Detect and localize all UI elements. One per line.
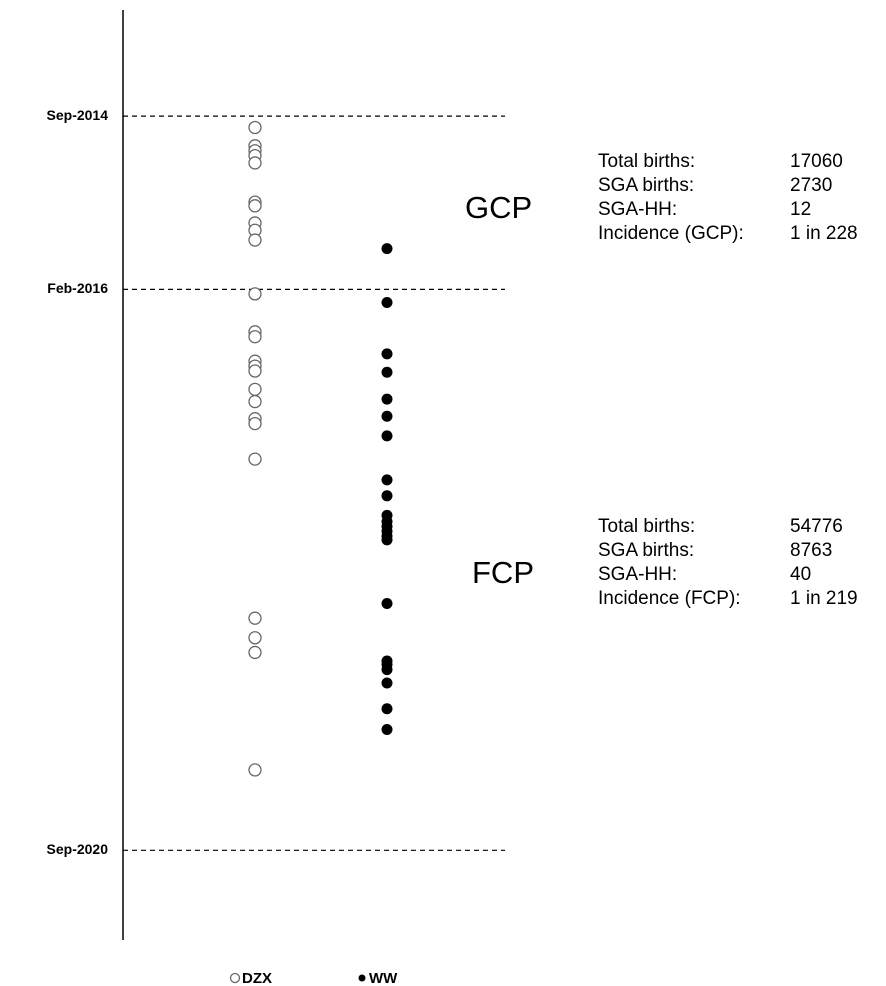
dot [381,677,393,689]
legend-marker [229,972,241,984]
stat-value: 54776 [790,516,843,537]
stat-value: 12 [790,199,811,220]
dot [248,233,262,247]
stat-label: Total births: [598,151,695,172]
stat-label: SGA-HH: [598,199,677,220]
dot [381,490,393,502]
dot [248,763,262,777]
stat-label: Incidence (GCP): [598,223,744,244]
dot [248,394,262,409]
legend-label: DZX [242,970,272,986]
stat-value: 1 in 219 [790,588,858,609]
dot [248,287,262,301]
dot [248,199,262,213]
legend-label: WW [369,970,398,986]
dot [381,724,393,736]
dot [381,410,393,422]
stat-value: 8763 [790,540,832,561]
stat-value: 1 in 228 [790,223,858,244]
stat-label: SGA births: [598,175,694,196]
region-label: FCP [472,555,534,590]
stat-label: SGA-HH: [598,564,677,585]
dot [381,243,393,255]
stat-value: 2730 [790,175,832,196]
region-label: GCP [465,190,532,225]
dot [248,611,262,625]
y-tick-label: Sep-2020 [47,841,109,857]
dot [381,703,393,715]
dot [381,393,393,405]
dot [248,416,262,431]
dot [248,364,262,378]
stat-value: 17060 [790,151,843,172]
stat-label: Incidence (FCP): [598,588,741,609]
dot [248,382,262,396]
dot [381,366,393,378]
dot [381,348,393,360]
dot [381,474,393,486]
y-tick-label: Feb-2016 [47,280,108,296]
y-tick-label: Sep-2014 [47,107,109,123]
dot [248,156,262,170]
dot [248,631,262,645]
dot [248,120,262,135]
dot [381,664,393,676]
dot [381,597,393,609]
dot [248,330,262,344]
stat-label: Total births: [598,516,695,537]
dot [381,534,393,546]
dot [381,296,393,308]
dot [381,430,393,442]
dot [248,452,262,466]
legend-marker [358,974,366,982]
stat-label: SGA births: [598,540,694,561]
stat-value: 40 [790,564,811,585]
dot [248,645,262,660]
